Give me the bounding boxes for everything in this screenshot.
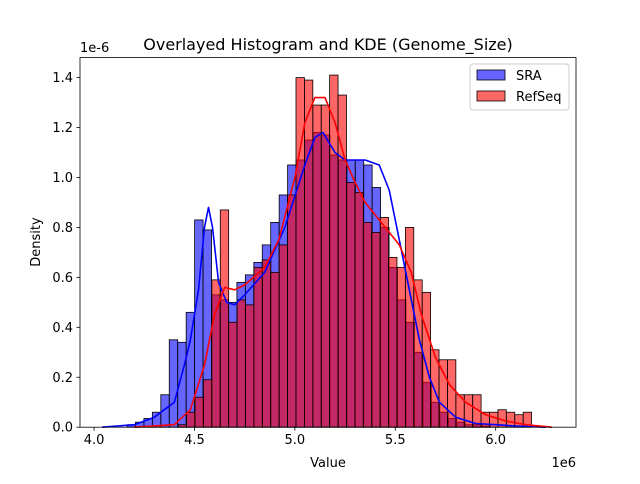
histogram-bar	[219, 209, 230, 428]
x-tick-label: 5.5	[385, 433, 406, 448]
histogram-bar	[186, 411, 196, 428]
y-tick-label: 0.4	[52, 321, 73, 336]
x-tick-label: 5.0	[285, 433, 306, 448]
x-tick-label: 4.5	[184, 433, 205, 448]
histogram-bar	[379, 217, 389, 428]
histogram-bar	[245, 304, 255, 428]
x-tick-label: 6.0	[485, 433, 506, 448]
histogram-bar	[278, 244, 288, 428]
kde-line-sra	[102, 131, 546, 428]
x-tick-label: 4.0	[84, 433, 105, 448]
y-tick-label: 0.0	[52, 421, 73, 436]
y-tick-label: 0.8	[52, 221, 73, 236]
y-tick-label: 1.0	[52, 171, 73, 186]
histogram-bar	[371, 232, 381, 428]
histogram-bar	[228, 321, 238, 428]
histogram-bar	[304, 79, 314, 428]
histogram-bar	[194, 396, 204, 428]
bars-layer	[126, 74, 532, 428]
histogram-bar	[320, 104, 331, 428]
x-offset-label: 1e6	[551, 456, 576, 471]
legend-label-refseq: RefSeq	[516, 90, 562, 105]
plot-frame	[79, 57, 577, 428]
y-tick-label: 1.2	[52, 121, 73, 136]
histogram-bar	[388, 256, 398, 428]
histogram-bar	[312, 104, 322, 428]
y-offset-label: 1e-6	[80, 41, 109, 56]
histogram-bar	[203, 379, 213, 428]
histogram-bar	[438, 359, 448, 428]
legend-label-sra: SRA	[516, 69, 542, 84]
y-tick-label: 1.4	[52, 71, 73, 86]
chart-title: Overlayed Histogram and KDE (Genome_Size…	[143, 35, 513, 55]
legend-swatch-sra	[476, 69, 506, 81]
series-refseq-bars	[177, 74, 532, 428]
histogram-bar	[421, 291, 432, 428]
x-axis-label: Value	[310, 456, 346, 471]
histogram-bar	[404, 227, 415, 428]
histogram-bar	[354, 192, 364, 428]
histogram-bar	[236, 299, 246, 428]
histogram-bar	[396, 266, 406, 428]
histogram-bar	[270, 271, 280, 428]
histogram-bar	[261, 259, 272, 428]
y-axis: 0.0 0.2 0.4 0.6 0.8 1.0 1.2 1.4	[52, 71, 80, 436]
histogram-bar	[253, 266, 263, 428]
histogram-bar	[346, 182, 356, 428]
y-axis-label: Density	[29, 217, 44, 267]
histogram-bar	[287, 194, 297, 428]
histogram-bar	[168, 339, 179, 428]
y-tick-label: 0.2	[52, 371, 73, 386]
kde-line-refseq	[134, 96, 552, 428]
legend: SRA RefSeq	[469, 63, 570, 111]
x-axis: 4.0 4.5 5.0 5.5 6.0	[84, 427, 506, 448]
y-tick-label: 0.6	[52, 271, 73, 286]
kde-layer	[102, 96, 552, 428]
histogram-bar	[337, 94, 347, 428]
histogram-bar	[362, 222, 373, 428]
legend-swatch-refseq	[476, 90, 506, 102]
